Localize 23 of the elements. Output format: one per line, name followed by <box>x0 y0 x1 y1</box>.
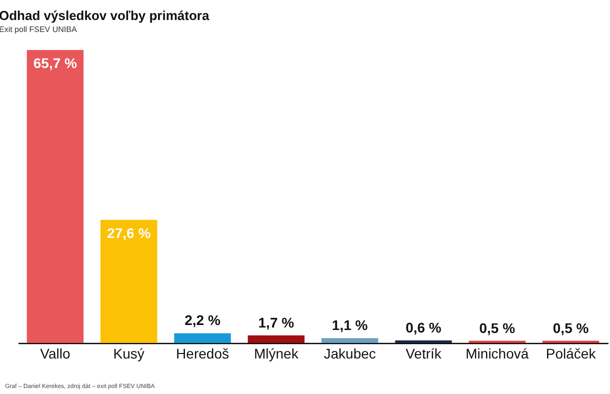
x-tick-label: Poláček <box>546 346 597 362</box>
x-tick-label: Mlýnek <box>254 346 300 362</box>
bar <box>26 50 84 343</box>
data-label: 0,6 % <box>406 319 442 336</box>
bar <box>395 340 452 343</box>
data-label: 0,5 % <box>552 320 590 336</box>
data-label: 27,6 % <box>107 224 152 241</box>
data-label: 0,5 % <box>479 320 516 336</box>
bar <box>321 338 378 343</box>
chart-subtitle: Exit poll FSEV UNIBA <box>0 25 78 34</box>
x-tick-label: Heredoš <box>176 346 229 362</box>
data-label: 2,2 % <box>184 312 221 328</box>
x-tick-label: Jakubec <box>324 346 376 362</box>
data-label: 1,1 % <box>332 317 368 334</box>
bar <box>248 335 305 343</box>
x-tick-label: Kusý <box>113 346 144 362</box>
x-tick-label: Vetrík <box>406 346 442 362</box>
data-label: 1,7 % <box>258 314 295 330</box>
bar <box>100 220 158 343</box>
x-tick-label: Vallo <box>40 346 70 362</box>
data-label: 65,7 % <box>33 55 78 71</box>
x-tick-label: Minichová <box>466 346 529 362</box>
bar <box>174 333 231 343</box>
